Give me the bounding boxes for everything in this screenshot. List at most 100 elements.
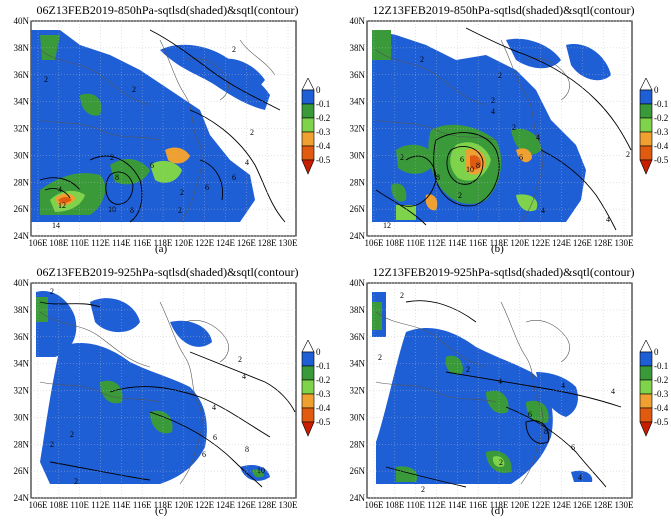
lat-tick-label: 38N: [350, 305, 366, 315]
colorbar-segment: [639, 379, 653, 395]
contour-label: 8: [544, 427, 548, 436]
colorbar-bottom-arrow: [639, 421, 653, 437]
lon-tick-label: 110E: [406, 500, 425, 510]
lat-tick-label: 36N: [14, 70, 30, 80]
contour-label: 8: [115, 173, 119, 182]
lat-tick-label: 26N: [14, 466, 30, 476]
lat-tick-label: 30N: [14, 150, 30, 160]
lat-tick-label: 30N: [350, 150, 366, 160]
lon-tick-label: 114E: [448, 500, 467, 510]
colorbar-segment: [639, 393, 653, 409]
panel-title: 12Z13FEB2019-850hPa-sqtlsd(shaded)&sqtl(…: [372, 3, 635, 17]
panel-label: (c): [155, 505, 168, 517]
contour-label: 2: [70, 430, 74, 439]
colorbar-segment: [639, 117, 653, 133]
colorbar-label: -0.5: [316, 417, 330, 427]
contour-label: 8: [245, 445, 249, 454]
borders: [39, 301, 229, 485]
lat-tick-label: 36N: [350, 70, 366, 80]
lat-tick-label: 26N: [350, 204, 366, 214]
lat-tick-label: 38N: [14, 305, 30, 315]
colorbar-label: -0.2: [654, 375, 668, 385]
colorbar-segment: [639, 407, 653, 423]
contour-label: 6: [202, 450, 206, 459]
lon-tick-label: 124E: [216, 500, 236, 510]
colorbar-segment: [301, 351, 315, 367]
lon-tick-label: 124E: [552, 238, 572, 248]
contour-labels: 2 2 2 2 4 4 4 6 6 8 2 4: [378, 291, 615, 494]
lat-tick-label: 26N: [350, 466, 366, 476]
lon-tick-label: 108E: [385, 500, 405, 510]
colorbar-label: -0.1: [654, 99, 668, 109]
contour-label: 4: [58, 185, 62, 194]
contour-label: 4: [491, 107, 495, 116]
contour-label: 2: [110, 153, 114, 162]
lon-tick-label: 120E: [510, 500, 530, 510]
colorbar-label: -0.3: [316, 389, 330, 399]
contour-label: 4: [561, 381, 565, 390]
shaded-field: [36, 291, 270, 484]
colorbar-label: -0.4: [654, 403, 668, 413]
lon-tick-label: 126E: [573, 238, 593, 248]
colorbar-label: -0.2: [316, 375, 330, 385]
contour-label: 6: [528, 410, 532, 419]
contour-labels: 2 2 2 2 2 4 4 6 8 8 10 12 2 4 2 4 6: [383, 55, 630, 230]
lon-tick-label: 114E: [448, 238, 467, 248]
lon-tick-label: 130E: [279, 238, 299, 248]
contours: [39, 301, 296, 488]
lon-tick-label: 114E: [112, 238, 131, 248]
colorbar-label: -0.3: [654, 389, 668, 399]
colorbar-label: -0.4: [316, 141, 330, 151]
contour-label: 2: [232, 45, 236, 54]
lat-tick-label: 32N: [350, 124, 366, 134]
contours: [39, 29, 286, 223]
lon-tick-label: 108E: [49, 500, 69, 510]
map-d: 2 2 2 2 4 4 4 6 6 8 2 4 40N 38N 36N 34N 32N 3…: [350, 278, 635, 510]
lon-tick-label: 126E: [573, 500, 593, 510]
lat-tick-label: 24N: [350, 493, 366, 503]
lat-tick-label: 24N: [350, 231, 366, 241]
lat-tick-label: 36N: [350, 332, 366, 342]
lon-tick-label: 110E: [406, 238, 425, 248]
contour-label: 4: [606, 215, 610, 224]
colorbar-segment: [301, 407, 315, 423]
contour-label: 2: [499, 458, 503, 467]
colorbar-top-arrow: [639, 78, 653, 91]
colorbar-segment: [301, 393, 315, 409]
contour-label: 4: [498, 377, 502, 386]
panel-label: (d): [491, 505, 504, 517]
colorbar-segment: [301, 145, 315, 161]
contour-label: 2: [400, 291, 404, 300]
lon-tick-label: 126E: [237, 238, 257, 248]
lat-ticks: 40N 38N 36N 34N 32N 30N 28N 26N 24N: [14, 278, 296, 503]
colorbar-top-arrow: [639, 340, 653, 353]
contour-label: 2: [132, 85, 136, 94]
colorbar-bottom-arrow: [301, 159, 315, 175]
lon-tick-label: 128E: [594, 500, 614, 510]
contour-label: 6: [232, 173, 236, 182]
lon-ticks: 106E 108E 110E 112E 114E 116E 118E 120E 122E 124E…: [365, 283, 634, 510]
lat-tick-label: 28N: [14, 177, 30, 187]
colorbar-bottom-arrow: [301, 421, 315, 437]
lon-tick-label: 114E: [112, 500, 131, 510]
contour-label: 6: [213, 433, 217, 442]
contour-label: 2: [238, 355, 242, 364]
contour-label: 2: [421, 485, 425, 494]
colorbar-label: -0.4: [316, 403, 330, 413]
lon-tick-label: 128E: [258, 238, 278, 248]
contour-label: 8: [130, 206, 134, 215]
colorbar-segment: [639, 365, 653, 381]
panel-c: 06Z13FEB2019-925hPa-sqtlsd(shaded)&sqtl(…: [0, 262, 335, 523]
lon-tick-label: 120E: [174, 238, 194, 248]
lon-ticks: 106E 108E 110E 112E 114E 116E 118E 120E 122E 124E…: [29, 21, 299, 248]
lon-tick-label: 122E: [531, 500, 551, 510]
contour-label: 2: [50, 440, 54, 449]
lon-tick-label: 112E: [427, 238, 446, 248]
lon-tick-label: 110E: [70, 500, 89, 510]
lon-tick-label: 106E: [29, 500, 49, 510]
lat-tick-label: 34N: [14, 97, 30, 107]
lon-tick-label: 112E: [91, 238, 110, 248]
lat-tick-label: 32N: [350, 386, 366, 396]
lon-tick-label: 116E: [469, 500, 488, 510]
colorbar-segment: [639, 351, 653, 367]
